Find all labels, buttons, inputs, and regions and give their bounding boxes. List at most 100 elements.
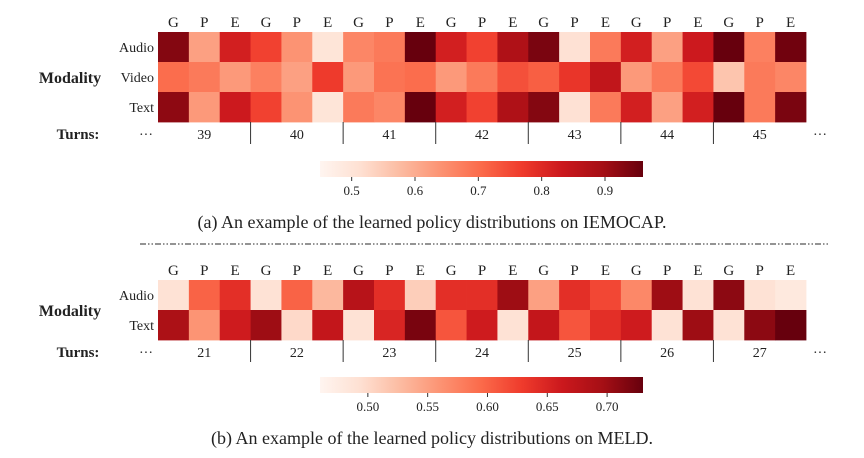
heatmap-cell bbox=[590, 32, 622, 63]
column-label-p: P bbox=[756, 15, 764, 31]
heatmap-cell bbox=[312, 310, 344, 341]
heatmap-cell bbox=[374, 32, 406, 63]
heatmap-cell bbox=[250, 62, 282, 93]
heatmap-cell bbox=[343, 310, 375, 341]
column-label-p: P bbox=[478, 263, 486, 279]
turn-label: 42 bbox=[475, 128, 489, 143]
heatmap-cell bbox=[651, 310, 683, 341]
heatmap-cell bbox=[435, 280, 467, 311]
iemocap-panel: G P E G P E G P E G P E G P E G P E G P E Audio Video Text Modal… bbox=[39, 15, 827, 144]
heatmap-cell bbox=[374, 92, 406, 123]
heatmap-cell bbox=[559, 280, 591, 311]
iemocap-colorbar: 0.5 0.6 0.7 0.8 0.9 bbox=[320, 161, 643, 198]
column-label-e: E bbox=[601, 263, 610, 279]
column-label-e: E bbox=[416, 263, 425, 279]
column-label-g: G bbox=[168, 15, 179, 31]
heatmap-cell bbox=[404, 62, 437, 93]
heatmap-cell bbox=[435, 62, 467, 93]
column-label-e: E bbox=[786, 263, 795, 279]
heatmap-cell bbox=[682, 310, 714, 341]
column-label-g: G bbox=[446, 263, 457, 279]
heatmap-cell bbox=[281, 32, 313, 63]
turn-label: 45 bbox=[753, 128, 767, 143]
row-label-audio: Audio bbox=[119, 41, 154, 56]
ellipsis-left: ··· bbox=[139, 128, 153, 143]
heatmap-cell bbox=[775, 32, 807, 63]
column-label-g: G bbox=[261, 263, 272, 279]
column-label-e: E bbox=[786, 15, 795, 31]
heatmap-cell bbox=[158, 280, 190, 311]
heatmap-cell bbox=[250, 32, 282, 63]
heatmap-cell bbox=[497, 310, 529, 341]
column-label-g: G bbox=[446, 15, 457, 31]
heatmap-cell bbox=[188, 62, 221, 93]
column-label-e: E bbox=[693, 15, 702, 31]
turn-label: 23 bbox=[382, 346, 396, 361]
heatmap-cell bbox=[312, 32, 344, 63]
heatmap-cell bbox=[651, 92, 683, 123]
row-label-text: Text bbox=[129, 319, 154, 334]
heatmap-cell bbox=[250, 92, 282, 123]
column-label-p: P bbox=[570, 263, 578, 279]
heatmap-cell bbox=[188, 32, 221, 63]
modality-axis-label: Modality bbox=[39, 303, 101, 320]
column-label-e: E bbox=[693, 263, 702, 279]
column-label-e: E bbox=[231, 15, 240, 31]
heatmap-cell bbox=[312, 92, 344, 123]
heatmap-cell bbox=[620, 280, 653, 311]
iemocap-caption: (a) An example of the learned policy dis… bbox=[198, 212, 667, 233]
turn-label: 27 bbox=[753, 346, 767, 361]
modality-axis-label: Modality bbox=[39, 70, 101, 87]
heatmap-cell bbox=[404, 310, 437, 341]
heatmap-cell bbox=[404, 280, 437, 311]
heatmap-cell bbox=[188, 280, 221, 311]
column-label-p: P bbox=[385, 15, 393, 31]
colorbar-gradient bbox=[320, 377, 643, 393]
column-label-p: P bbox=[200, 263, 208, 279]
heatmap-cell bbox=[312, 62, 344, 93]
colorbar-tick-label: 0.9 bbox=[597, 183, 613, 198]
heatmap-cell bbox=[343, 32, 375, 63]
heatmap-cell bbox=[620, 92, 653, 123]
heatmap-cell bbox=[158, 32, 190, 63]
heatmap-cell bbox=[435, 92, 467, 123]
heatmap-cell bbox=[281, 280, 313, 311]
column-label-p: P bbox=[478, 15, 486, 31]
row-label-video: Video bbox=[121, 71, 154, 86]
column-label-g: G bbox=[353, 15, 364, 31]
heatmap-cell bbox=[682, 92, 714, 123]
column-label-p: P bbox=[200, 15, 208, 31]
heatmap-cell bbox=[682, 32, 714, 63]
ellipsis-left: ··· bbox=[139, 346, 153, 361]
heatmap-cell bbox=[590, 62, 622, 93]
heatmap-cell bbox=[775, 280, 807, 311]
heatmap-cell bbox=[435, 32, 467, 63]
heatmap-cell bbox=[775, 310, 807, 341]
heatmap-cell bbox=[651, 62, 683, 93]
heatmap-cell bbox=[497, 92, 529, 123]
row-label-text: Text bbox=[129, 101, 154, 116]
heatmap-cell bbox=[466, 62, 498, 93]
heatmap-cell bbox=[620, 310, 653, 341]
heatmap-cell bbox=[466, 280, 498, 311]
heatmap-cell bbox=[343, 280, 375, 311]
heatmap-cell bbox=[744, 310, 776, 341]
turn-label: 44 bbox=[660, 128, 674, 143]
turn-label: 25 bbox=[568, 346, 582, 361]
heatmap-cell bbox=[188, 92, 221, 123]
heatmap-cell bbox=[620, 62, 653, 93]
column-label-g: G bbox=[353, 263, 364, 279]
column-label-e: E bbox=[323, 263, 332, 279]
heatmap-cell bbox=[466, 92, 498, 123]
column-label-g: G bbox=[538, 15, 549, 31]
heatmap-cell bbox=[219, 280, 251, 311]
heatmap-cell bbox=[651, 32, 683, 63]
heatmap-cell bbox=[374, 310, 406, 341]
column-label-e: E bbox=[508, 15, 517, 31]
column-label-g: G bbox=[168, 263, 179, 279]
heatmap-cell bbox=[590, 92, 622, 123]
turn-label: 43 bbox=[568, 128, 582, 143]
heatmap-cell bbox=[158, 92, 190, 123]
colorbar-tick-label: 0.60 bbox=[476, 399, 499, 414]
colorbar-tick-label: 0.7 bbox=[470, 183, 487, 198]
